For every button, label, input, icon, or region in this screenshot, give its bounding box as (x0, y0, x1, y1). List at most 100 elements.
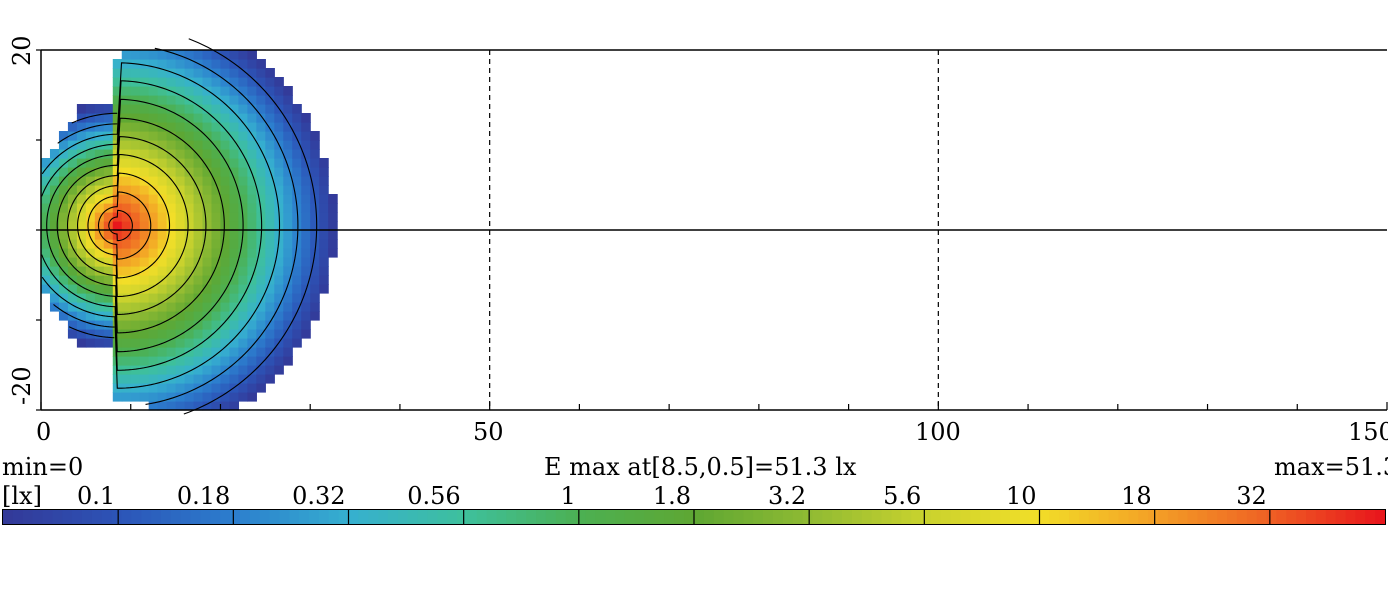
heatmap-cell (67, 230, 78, 240)
heatmap-cell (301, 329, 311, 339)
heatmap-cell (166, 131, 177, 141)
heatmap-cell (301, 185, 311, 195)
heatmap-cell (319, 239, 329, 249)
heatmap-cell (328, 203, 338, 213)
contour-line (77, 153, 189, 298)
heatmap-cell (193, 203, 204, 213)
heatmap-cell (220, 320, 231, 330)
heatmap-cell (130, 302, 141, 312)
heatmap-cell (41, 230, 51, 240)
heatmap-cell (310, 158, 320, 168)
heatmap-cell (319, 230, 329, 240)
heatmap-cell (274, 131, 284, 141)
heatmap-cell (121, 122, 132, 132)
heatmap-cell (67, 158, 78, 168)
heatmap-cell (238, 347, 248, 357)
heatmap-cell (94, 266, 105, 276)
heatmap-cell (265, 266, 275, 276)
heatmap-cell (238, 311, 248, 321)
colorbar-segment (1296, 510, 1307, 524)
heatmap-cell (166, 185, 177, 195)
heatmap-cell (238, 68, 248, 78)
heatmap-cell (148, 293, 159, 303)
heatmap-cell (41, 194, 51, 204)
heatmap-cell (265, 302, 275, 312)
heatmap-cell (202, 284, 213, 294)
heatmap-cell (283, 284, 293, 294)
heatmap-cell (292, 311, 302, 321)
heatmap-cell (229, 212, 240, 222)
colorbar-segment (1148, 510, 1159, 524)
heatmap-cell (202, 329, 213, 339)
heatmap-cell (265, 86, 275, 96)
heatmap-cell (58, 149, 69, 159)
heatmap-cell (193, 239, 204, 249)
heatmap-cell (184, 194, 195, 204)
heatmap-cell (184, 365, 195, 375)
heatmap-cell (130, 374, 141, 384)
heatmap-cell (85, 311, 96, 321)
heatmap-cell (76, 194, 87, 204)
heatmap-cell (121, 104, 132, 114)
heatmap-cell (112, 338, 123, 348)
heatmap-cell (148, 230, 159, 240)
heatmap-cell (130, 266, 141, 276)
heatmap-cell (166, 356, 177, 366)
heatmap-cell (247, 68, 257, 78)
heatmap-cell (292, 284, 302, 294)
heatmap-cell (184, 203, 195, 213)
heatmap-cell (121, 113, 132, 123)
heatmap-cell (112, 257, 123, 267)
heatmap-cell (112, 203, 123, 213)
heatmap-cell (130, 194, 141, 204)
heatmap-cell (193, 311, 204, 321)
heatmap-cell (41, 266, 51, 276)
heatmap-cell (256, 338, 266, 348)
heatmap-cell (211, 374, 222, 384)
heatmap-cell (166, 140, 177, 150)
colorbar-segment (901, 510, 912, 524)
heatmap-cell (247, 176, 257, 186)
colorbar-segment (1167, 510, 1179, 524)
heatmap-cell (58, 131, 69, 141)
colorbar-segment (1177, 510, 1189, 524)
heatmap-cell (193, 374, 204, 384)
heatmap-cell (121, 356, 132, 366)
heatmap-cell (76, 212, 87, 222)
heatmap-cell (121, 194, 132, 204)
heatmap-cell (211, 320, 222, 330)
heatmap-cell (301, 158, 311, 168)
heatmap-cell (85, 266, 96, 276)
heatmap-cell (175, 275, 186, 285)
heatmap-cell (175, 374, 186, 384)
x-tick-label: 150 (1348, 418, 1388, 446)
heatmap-cell (103, 212, 114, 222)
heatmap-cell (229, 185, 240, 195)
heatmap-cell (229, 239, 240, 249)
heatmap-cell (184, 302, 195, 312)
colorbar-segment (1375, 510, 1385, 524)
heatmap-cell (229, 320, 240, 330)
heatmap-cell (247, 230, 257, 240)
heatmap-cell (247, 167, 257, 177)
heatmap-cell (121, 176, 132, 186)
colorbar-segment (674, 510, 685, 524)
colorbar-segment (624, 510, 636, 524)
heatmap-cell (94, 257, 105, 267)
heatmap-cell (211, 392, 222, 402)
heatmap-cell (175, 302, 186, 312)
heatmap-cell (139, 104, 150, 114)
heatmap-cell (121, 320, 132, 330)
heatmap-cell (301, 239, 311, 249)
heatmap-cell (256, 374, 266, 384)
heatmap-cell (148, 122, 159, 132)
heatmap-cell (148, 257, 159, 267)
heatmap-cell (229, 203, 240, 213)
heatmap-cell (229, 194, 240, 204)
heatmap-cell (247, 104, 257, 114)
heatmap-cell (139, 113, 150, 123)
heatmap-cell (184, 221, 195, 231)
colorbar-segment (12, 510, 24, 524)
heatmap-cell (85, 284, 96, 294)
